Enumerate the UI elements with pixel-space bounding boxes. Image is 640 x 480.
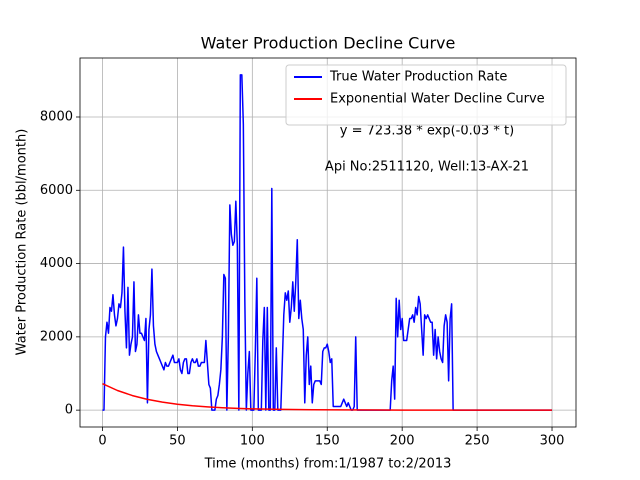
y-tick-label: 2000 xyxy=(40,329,73,344)
x-tick-label: 100 xyxy=(240,434,265,449)
x-tick-label: 200 xyxy=(390,434,415,449)
series-line xyxy=(102,74,553,411)
legend-label: True Water Production Rate xyxy=(329,70,507,85)
y-axis-label: Water Production Rate (bbl/month) xyxy=(15,129,30,356)
series-line xyxy=(102,382,553,411)
y-tick-label: 8000 xyxy=(40,109,73,124)
legend-box xyxy=(285,64,567,126)
chart-title: Water Production Decline Curve xyxy=(201,34,456,53)
x-tick-label: 250 xyxy=(465,434,490,449)
legend-label: Exponential Water Decline Curve xyxy=(330,92,545,107)
x-tick-label: 50 xyxy=(169,434,186,449)
y-tick-label: 0 xyxy=(65,403,73,418)
x-tick-label: 150 xyxy=(315,434,340,449)
plot-frame xyxy=(79,57,577,428)
annotation: y = 723.38 * exp(-0.03 * t) xyxy=(340,124,514,139)
x-axis-label: Time (months) from:1/1987 to:2/2013 xyxy=(204,457,452,472)
y-tick-label: 4000 xyxy=(40,256,73,271)
y-tick-label: 6000 xyxy=(40,183,73,198)
annotation: Api No:2511120, Well:13-AX-21 xyxy=(325,160,529,175)
x-tick-label: 0 xyxy=(98,434,106,449)
x-tick-label: 300 xyxy=(540,434,565,449)
